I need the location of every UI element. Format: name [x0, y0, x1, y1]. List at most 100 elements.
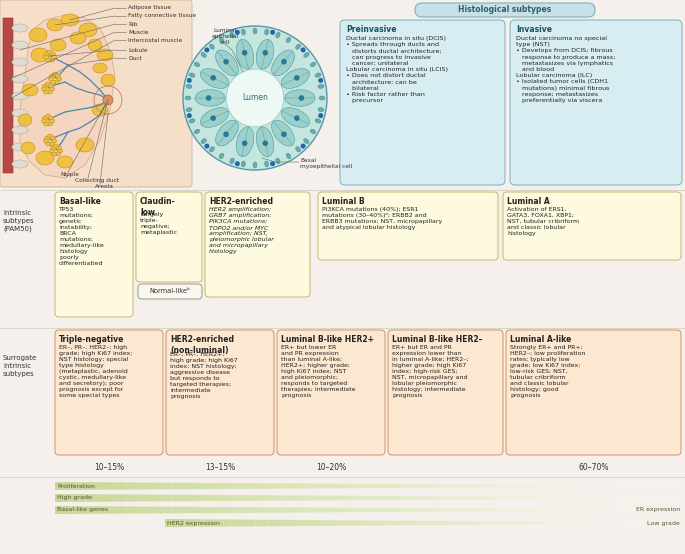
Polygon shape: [384, 508, 392, 512]
Polygon shape: [365, 520, 372, 526]
Ellipse shape: [185, 96, 191, 100]
Text: Muscle: Muscle: [128, 29, 149, 34]
Polygon shape: [329, 507, 337, 512]
Polygon shape: [501, 521, 508, 525]
Polygon shape: [525, 509, 533, 511]
Polygon shape: [125, 494, 134, 501]
Polygon shape: [235, 495, 243, 501]
Polygon shape: [410, 521, 417, 525]
Polygon shape: [510, 497, 517, 499]
Polygon shape: [327, 520, 333, 526]
Polygon shape: [436, 521, 443, 525]
Polygon shape: [141, 495, 149, 501]
Ellipse shape: [51, 55, 56, 59]
Circle shape: [235, 30, 240, 35]
FancyBboxPatch shape: [136, 192, 202, 282]
Polygon shape: [282, 483, 290, 489]
Ellipse shape: [318, 84, 324, 89]
Polygon shape: [353, 484, 361, 488]
Polygon shape: [384, 484, 392, 488]
Polygon shape: [439, 496, 447, 500]
Ellipse shape: [42, 87, 47, 91]
Circle shape: [183, 26, 327, 170]
Polygon shape: [118, 506, 125, 514]
Circle shape: [294, 75, 299, 81]
Ellipse shape: [230, 32, 234, 38]
Polygon shape: [572, 485, 580, 487]
Polygon shape: [627, 497, 635, 499]
Polygon shape: [501, 497, 510, 499]
Text: Invasive: Invasive: [516, 25, 552, 34]
Polygon shape: [517, 485, 525, 487]
Text: Duct: Duct: [128, 55, 142, 60]
Ellipse shape: [76, 138, 94, 152]
Polygon shape: [566, 522, 572, 524]
Polygon shape: [559, 522, 566, 524]
Text: PI3KCA mutations (40%); ESR1
mutations (30–40%)ᵃ; ERBB2 and
ERBB3 mutations; NST: PI3KCA mutations (40%); ESR1 mutations (…: [322, 207, 443, 230]
Polygon shape: [295, 520, 301, 526]
Polygon shape: [288, 520, 295, 526]
Polygon shape: [514, 521, 521, 525]
Text: ER–, PR–, HER2+;
high grade; high Ki67
index; NST histology;
aggressive disease
: ER–, PR–, HER2+; high grade; high Ki67 i…: [170, 352, 238, 399]
Polygon shape: [494, 496, 501, 499]
Ellipse shape: [45, 142, 51, 146]
Ellipse shape: [42, 116, 47, 120]
Ellipse shape: [47, 19, 63, 31]
Polygon shape: [266, 495, 275, 501]
Circle shape: [187, 113, 192, 118]
Polygon shape: [557, 497, 564, 499]
Polygon shape: [486, 509, 494, 511]
Polygon shape: [430, 521, 436, 525]
Polygon shape: [242, 520, 249, 526]
Polygon shape: [171, 519, 178, 527]
Polygon shape: [408, 496, 416, 500]
Ellipse shape: [296, 147, 301, 152]
Text: Basal-like: Basal-like: [59, 197, 101, 206]
Polygon shape: [262, 520, 269, 526]
Ellipse shape: [276, 32, 280, 38]
Polygon shape: [184, 519, 191, 527]
Ellipse shape: [271, 50, 295, 76]
Ellipse shape: [12, 24, 28, 32]
Polygon shape: [173, 507, 180, 514]
Polygon shape: [369, 484, 376, 488]
Ellipse shape: [92, 104, 108, 116]
Polygon shape: [227, 495, 235, 501]
Polygon shape: [612, 485, 619, 486]
Polygon shape: [157, 506, 164, 514]
Polygon shape: [549, 497, 557, 499]
Polygon shape: [223, 520, 229, 527]
Polygon shape: [188, 483, 196, 489]
Ellipse shape: [51, 80, 55, 84]
Polygon shape: [669, 522, 675, 524]
Ellipse shape: [58, 149, 62, 153]
Polygon shape: [462, 496, 471, 500]
Polygon shape: [71, 506, 79, 514]
Ellipse shape: [56, 77, 62, 81]
Polygon shape: [94, 506, 102, 514]
Ellipse shape: [194, 62, 200, 67]
Text: Strongly ER+ and PR+;
HER2–; low proliferation
rates; typically low
grade; low K: Strongly ER+ and PR+; HER2–; low prolife…: [510, 345, 586, 398]
Polygon shape: [611, 522, 617, 524]
Polygon shape: [361, 508, 369, 512]
Polygon shape: [517, 509, 525, 511]
Polygon shape: [604, 522, 611, 524]
Ellipse shape: [29, 28, 47, 42]
Ellipse shape: [210, 44, 214, 49]
Ellipse shape: [194, 129, 200, 134]
Polygon shape: [290, 484, 298, 489]
Polygon shape: [546, 522, 553, 524]
Polygon shape: [251, 507, 259, 513]
Ellipse shape: [253, 162, 257, 168]
Text: Rib: Rib: [128, 22, 138, 27]
Polygon shape: [314, 495, 321, 500]
Circle shape: [223, 131, 229, 137]
Polygon shape: [592, 522, 598, 524]
Text: Histological subtypes: Histological subtypes: [458, 6, 551, 14]
Ellipse shape: [282, 69, 310, 89]
Ellipse shape: [219, 153, 224, 159]
Polygon shape: [340, 520, 346, 526]
Circle shape: [103, 95, 113, 105]
Ellipse shape: [49, 149, 55, 153]
Polygon shape: [525, 497, 533, 499]
